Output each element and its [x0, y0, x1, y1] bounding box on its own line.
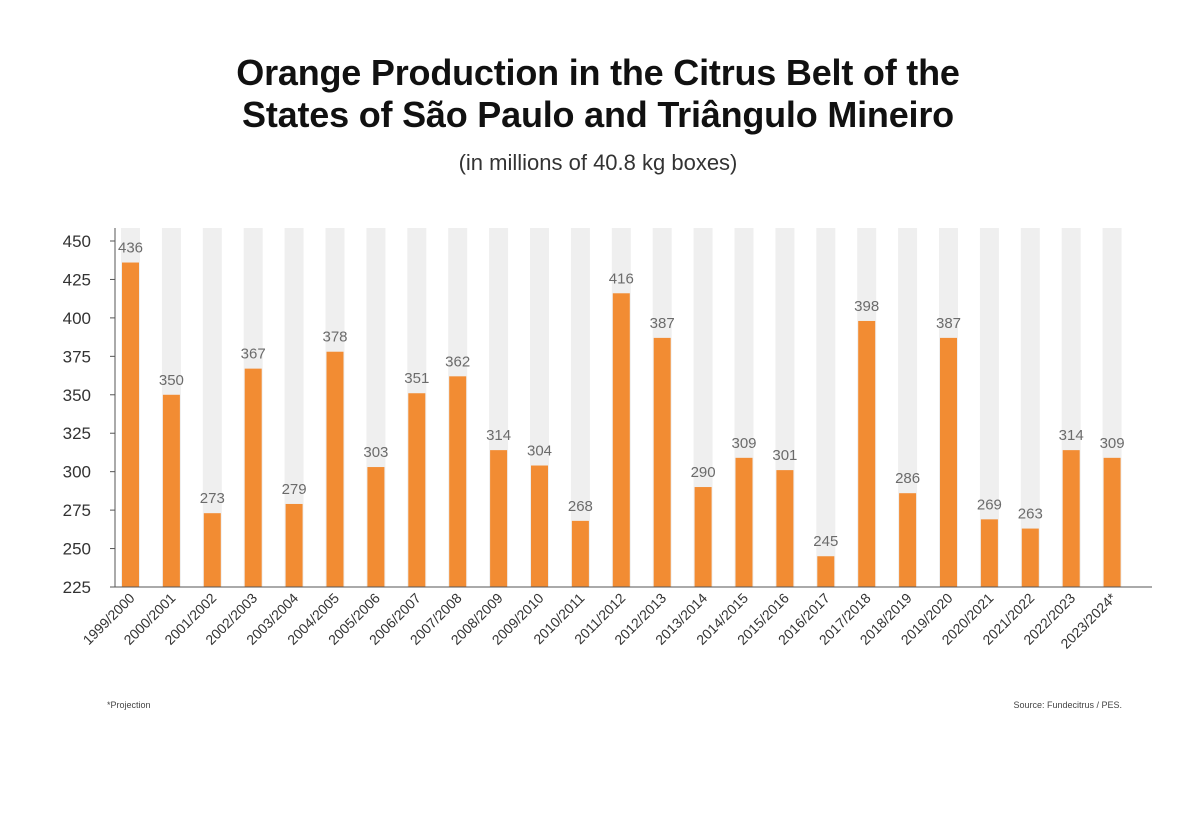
data-label: 273: [200, 490, 225, 507]
bar: [612, 293, 630, 587]
y-axis: 225 250 275 300 325 350 375 400 425 450: [63, 228, 116, 597]
data-label: 378: [322, 329, 347, 346]
y-tick-label: 300: [63, 463, 91, 482]
bar: [326, 351, 344, 587]
data-label: 387: [650, 315, 675, 332]
bar: [940, 337, 957, 587]
data-label: 303: [363, 444, 388, 461]
bar: [694, 487, 712, 587]
bar: [531, 465, 548, 587]
bar: [899, 493, 917, 587]
y-tick-label: 425: [63, 270, 91, 289]
data-label: 263: [1018, 506, 1043, 523]
bar-background-band: [202, 228, 222, 587]
y-tick-label: 225: [63, 578, 91, 597]
bar: [408, 393, 426, 587]
chart-title-line-1: Orange Production in the Citrus Belt of …: [236, 52, 960, 93]
bar: [776, 470, 794, 587]
data-label: 362: [445, 353, 470, 370]
y-tick-label: 325: [63, 424, 91, 443]
data-label: 314: [1059, 427, 1084, 444]
bar: [1062, 450, 1080, 587]
data-label: 286: [895, 470, 920, 487]
data-label: 436: [118, 240, 143, 257]
y-tick-label: 350: [63, 386, 91, 405]
data-label: 351: [404, 370, 429, 387]
chart-subtitle: (in millions of 40.8 kg boxes): [458, 150, 738, 175]
y-tick-label: 375: [63, 347, 91, 366]
data-label: 416: [609, 270, 634, 287]
data-label: 398: [854, 298, 879, 315]
data-label: 314: [486, 427, 511, 444]
data-label: 387: [936, 315, 961, 332]
bar: [122, 262, 139, 587]
data-label: 301: [772, 447, 797, 464]
source-note: Source: Fundecitrus / PES.: [1013, 700, 1122, 710]
data-label: 268: [568, 498, 593, 515]
chart-title: Orange Production in the Citrus Belt of …: [0, 52, 1196, 136]
bar: [1103, 457, 1121, 587]
bar: [1021, 528, 1039, 587]
bar-background-band: [570, 228, 590, 587]
bars: [122, 262, 1121, 587]
data-label: 367: [241, 346, 266, 363]
data-label: 309: [731, 435, 756, 452]
bar: [735, 457, 753, 587]
bar: [858, 320, 876, 587]
footnote: *Projection: [107, 700, 151, 710]
x-axis: 1999/20002000/20012001/20022002/20032003…: [80, 586, 1152, 652]
bar-background-band: [979, 228, 999, 587]
data-label: 290: [691, 464, 716, 481]
bar-chart: 436 350 273 367 279 378 303 351 362 314 304 268 416 3…: [63, 228, 1152, 652]
data-label: 304: [527, 443, 552, 460]
data-label: 245: [813, 533, 838, 550]
bar: [162, 394, 180, 587]
data-label: 350: [159, 372, 184, 389]
bar: [980, 519, 998, 587]
y-tick-label: 250: [63, 540, 91, 559]
bar-background-band: [1020, 228, 1040, 587]
y-tick-label: 450: [63, 232, 91, 251]
y-tick-label: 275: [63, 501, 91, 520]
bar: [490, 450, 508, 587]
bar: [367, 467, 385, 587]
data-label: 309: [1100, 435, 1125, 452]
bar-background-band: [284, 228, 304, 587]
data-label: 269: [977, 496, 1002, 513]
y-tick-label: 400: [63, 309, 91, 328]
bar: [285, 503, 303, 587]
bar: [571, 520, 589, 587]
chart-title-line-2: States of São Paulo and Triângulo Mineir…: [242, 94, 954, 135]
bar: [653, 337, 671, 587]
bar: [203, 513, 221, 587]
bar-background-band: [816, 228, 836, 587]
bar: [817, 556, 835, 587]
bar: [244, 368, 262, 587]
data-label: 279: [282, 481, 307, 498]
value-labels: 436 350 273 367 279 378 303 351 362 314 304 268 416 3…: [118, 240, 1125, 551]
bar: [449, 376, 467, 587]
